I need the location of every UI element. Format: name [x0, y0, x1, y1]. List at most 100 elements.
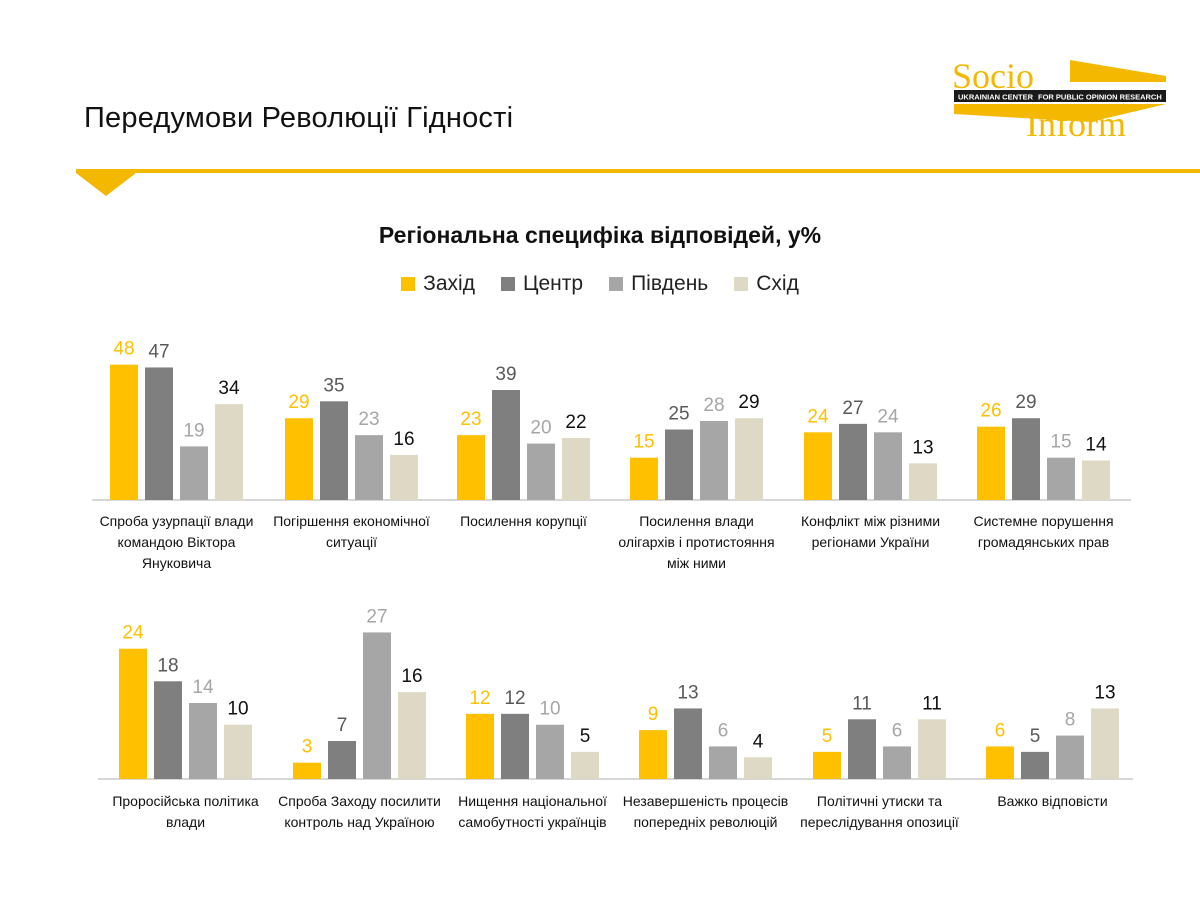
bar-1-3-1 [457, 435, 485, 500]
data-label: 15 [633, 432, 654, 453]
data-label: 6 [718, 720, 729, 741]
category-label: Спроба Заходу посилити контроль над Украї… [278, 793, 441, 830]
data-label: 22 [565, 412, 586, 433]
bar-1-3-3 [527, 443, 555, 500]
legend-item-tsentr: Центр [500, 272, 583, 296]
logo-band-left: UKRAINIAN CENTER [958, 93, 1034, 102]
data-label: 23 [460, 409, 481, 430]
category-label-line: регіонами України [812, 534, 930, 550]
data-label: 19 [183, 420, 204, 441]
category-label: Незавершеність процесів попередніх револю… [623, 793, 788, 830]
bar-1-5-2 [839, 423, 867, 500]
data-label: 12 [504, 688, 525, 709]
data-label: 35 [323, 375, 344, 396]
bar-1-3-2 [492, 390, 520, 500]
bar-2-1-1 [119, 648, 147, 779]
data-label: 13 [1094, 682, 1115, 703]
bar-2-4-2 [674, 708, 702, 779]
legend-label-zahid: Захід [423, 272, 475, 295]
category-label: Важко відповісти [997, 793, 1107, 809]
legend-swatch-skhid [734, 277, 749, 291]
category-label: Посилення влади олігархів і протистояння м… [618, 513, 774, 571]
page-title: Передумови Революції Гідності [84, 102, 514, 134]
bar-1-6-4 [1082, 460, 1110, 500]
bar-1-4-4 [735, 418, 763, 500]
category-label-line: Януковича [142, 555, 211, 571]
data-label: 11 [922, 693, 942, 714]
bar-1-1-1 [110, 364, 138, 500]
category-label-line: самобутності українців [458, 814, 606, 830]
bar-1-3-4 [562, 437, 590, 500]
data-label: 13 [677, 682, 698, 703]
bar-2-6-4 [1091, 708, 1119, 779]
legend-label-pivden: Південь [631, 272, 709, 295]
bar-1-2-3 [355, 435, 383, 500]
category-label-line: Посилення влади [639, 513, 754, 529]
data-label: 34 [218, 378, 240, 399]
bar-2-3-2 [501, 713, 529, 779]
data-label: 27 [366, 606, 387, 627]
category-label: Спроба узурпації влади командою Віктора Ян… [100, 513, 254, 571]
data-label: 39 [495, 364, 516, 385]
category-label-line: Нищення національної [458, 793, 607, 809]
category-label: Погіршення економічної ситуації [273, 513, 430, 550]
data-label: 9 [648, 704, 659, 725]
bar-2-2-3 [363, 632, 391, 779]
bar-2-1-3 [189, 703, 217, 779]
category-label: Посилення корупції [460, 513, 587, 529]
data-label: 11 [852, 693, 872, 714]
chart-title: Регіональна специфіка відповідей, у% [378, 222, 822, 248]
logo-band [954, 90, 1166, 102]
logo-word-top: Socio [952, 56, 1034, 96]
data-label: 10 [539, 699, 560, 720]
bar-2-3-1 [466, 713, 494, 779]
data-label: 15 [1050, 432, 1071, 453]
legend-label-skhid: Схід [756, 272, 799, 295]
category-label-line: Конфлікт між різними [801, 513, 940, 529]
category-label-line: командою Віктора [118, 534, 236, 550]
category-label-line: Спроба Заходу посилити [278, 793, 441, 809]
bar-2-1-4 [224, 724, 252, 779]
category-label: Проросійська політика влади [112, 793, 259, 830]
data-label: 12 [469, 688, 490, 709]
legend-swatch-tsentr [500, 277, 515, 291]
logo-swoosh [1070, 60, 1166, 82]
category-label-line: між ними [667, 555, 726, 571]
data-label: 29 [738, 392, 759, 413]
category-label: Системне порушення громадянських прав [973, 513, 1113, 550]
data-label: 5 [580, 726, 591, 747]
data-label: 20 [530, 418, 551, 439]
bar-2-5-3 [883, 746, 911, 779]
data-label: 14 [1085, 435, 1107, 456]
bar-2-6-3 [1056, 735, 1084, 779]
category-label-line: контроль над Україною [284, 814, 434, 830]
category-label-line: попередніх революцій [634, 814, 778, 830]
data-label: 7 [337, 715, 348, 736]
bar-2-5-1 [813, 751, 841, 779]
bar-1-6-2 [1012, 418, 1040, 500]
data-label: 3 [302, 737, 313, 758]
bar-1-1-2 [145, 367, 173, 500]
bar-2-4-4 [744, 757, 772, 779]
legend-item-skhid: Схід [734, 272, 799, 296]
category-label-line: ситуації [326, 534, 377, 550]
category-label-line: Системне порушення [973, 513, 1113, 529]
category-label-line: Погіршення економічної [273, 513, 430, 529]
bar-1-5-3 [874, 432, 902, 500]
bar-1-6-1 [977, 426, 1005, 500]
data-label: 24 [877, 406, 899, 427]
data-label: 4 [753, 731, 764, 752]
data-label: 24 [122, 623, 144, 644]
bar-2-2-4 [398, 692, 426, 779]
data-label: 5 [1030, 726, 1041, 747]
legend-item-pivden: Південь [609, 272, 708, 296]
legend-item-zahid: Захід [401, 272, 475, 296]
data-label: 16 [393, 429, 414, 450]
data-label: 29 [288, 392, 309, 413]
bar-2-4-1 [639, 730, 667, 779]
data-label: 5 [822, 726, 833, 747]
bar-2-6-1 [986, 746, 1014, 779]
data-label: 14 [192, 677, 214, 698]
logo-swoosh-lower [954, 104, 1166, 122]
